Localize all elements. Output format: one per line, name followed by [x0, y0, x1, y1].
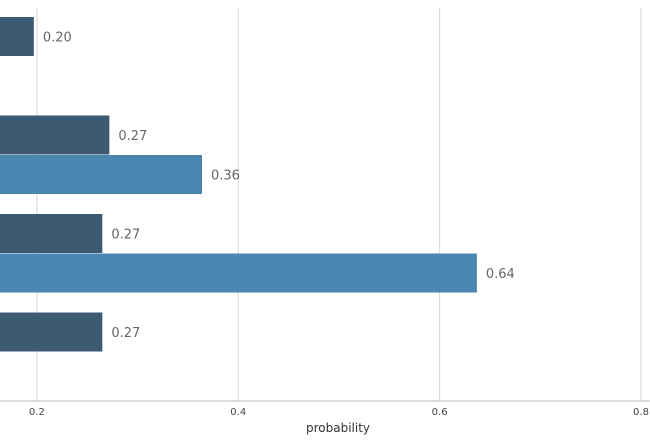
bar-value-label: 0.20	[43, 31, 72, 46]
bar	[0, 253, 477, 293]
bar-value-label: 0.27	[111, 228, 140, 243]
x-tick-label: 0.6	[432, 407, 448, 418]
data-labels-group: 0.20 0.27 0.27 0.27 0.36 0.64	[43, 31, 515, 342]
bar	[0, 17, 34, 56]
bar-value-label: 0.27	[118, 129, 147, 144]
x-axis-title: probability	[306, 421, 370, 435]
x-tick-label: 0.4	[230, 407, 246, 418]
bar	[0, 312, 103, 352]
x-ticks-group: 0.2 0.4 0.6 0.8	[29, 407, 649, 418]
bar-value-label: 0.27	[111, 326, 140, 341]
bar	[0, 155, 203, 194]
bar	[0, 115, 110, 155]
x-tick-label: 0.8	[633, 407, 649, 418]
bar	[0, 214, 103, 253]
grid-lines	[36, 8, 642, 401]
bar-value-label: 0.64	[486, 267, 515, 282]
bar-value-label: 0.36	[211, 169, 240, 184]
x-tick-label: 0.2	[29, 407, 45, 418]
bars-group	[0, 17, 477, 352]
